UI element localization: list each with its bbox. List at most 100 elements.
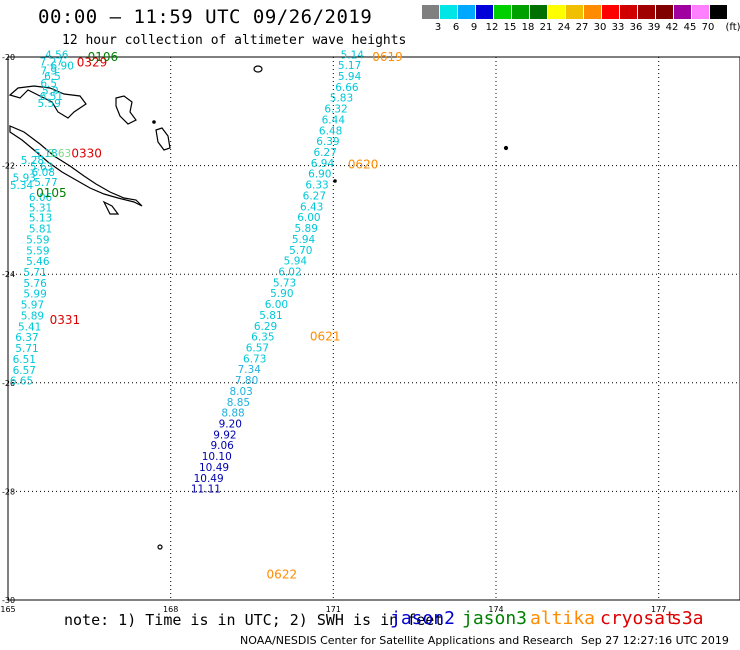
generation-timestamp: Sep 27 12:27:16 UTC 2019	[581, 634, 729, 647]
latitude-tick-label: -22	[2, 162, 15, 171]
wave-height-value: 6.32	[324, 104, 347, 116]
wave-height-value: 6.02	[278, 266, 301, 278]
scale-label: 42	[665, 22, 679, 33]
scale-swatch	[584, 5, 601, 19]
pass-time-label: 0331	[50, 313, 81, 327]
map-title: 00:00 – 11:59 UTC 09/26/2019	[38, 6, 373, 28]
wave-height-value: 5.90	[270, 288, 293, 300]
wave-height-value: 5.76	[23, 278, 47, 290]
scale-swatch	[566, 5, 583, 19]
latitude-tick-label: -20	[2, 53, 15, 62]
wave-height-value: 8.85	[227, 397, 250, 409]
longitude-tick-label: 171	[326, 605, 341, 614]
wave-height-value: 6.39	[316, 136, 339, 148]
wave-height-value: 5.28	[21, 155, 44, 167]
lat-lon-grid	[8, 57, 740, 600]
coastline-islet-1	[253, 65, 263, 73]
latitude-tick-label: -30	[2, 596, 15, 605]
scale-label: 45	[683, 22, 697, 33]
wave-height-value: 8.88	[221, 408, 244, 420]
wave-height-value: 5.14	[341, 49, 365, 61]
wave-height-value: 5.94	[338, 71, 362, 83]
pass-time-label: 0620	[348, 158, 379, 172]
scale-label: 3	[434, 22, 442, 33]
coastline-island-2	[115, 95, 137, 125]
wave-height-value: 6.43	[300, 201, 323, 213]
scale-label: 18	[521, 22, 535, 33]
coastline-islet-3	[503, 145, 509, 151]
wave-height-value: 4.56	[45, 49, 69, 61]
wave-height-value: 6.48	[319, 125, 342, 137]
scale-label: 36	[629, 22, 643, 33]
wave-height-value: 5.63	[30, 162, 53, 174]
latitude-tick-label: -28	[2, 487, 15, 496]
pass-time-label: 0622	[267, 567, 298, 581]
map-subtitle: 12 hour collection of altimeter wave hei…	[62, 33, 407, 48]
wave-height-value: 5.71	[23, 267, 46, 279]
wave-height-value: 5.73	[273, 277, 296, 289]
wave-height-value: 10.49	[194, 473, 224, 485]
wave-height-value: 6.44	[322, 114, 346, 126]
wave-height-value: 6.29	[254, 321, 277, 333]
wave-height-value: 5.93	[13, 173, 36, 185]
scale-label: 70	[701, 22, 715, 33]
wave-height-value: 5.63	[48, 148, 71, 160]
scale-label: 15	[503, 22, 517, 33]
wave-height-color-scale: 3 6 9 12 15 18 21 24 27 30 33 36 39 42 45 70 (ft)	[422, 5, 740, 35]
legend-s3a: s3a	[671, 608, 704, 629]
legend-jason2: jason2	[390, 608, 456, 629]
wave-height-value: 5.94	[292, 234, 316, 246]
wave-height-value: 10.49	[199, 462, 229, 474]
coastline-island-4	[9, 125, 143, 207]
scale-label: 39	[647, 22, 661, 33]
wave-height-value: 5.81	[259, 310, 282, 322]
wave-height-value: 5.34	[10, 180, 34, 192]
wave-height-value: 5.97	[21, 300, 44, 312]
wave-height-value: 5.70	[289, 245, 312, 257]
scale-label: 24	[557, 22, 571, 33]
pass-time-label: 0330	[71, 147, 102, 161]
coastline-island-3	[155, 127, 171, 151]
scale-unit: (ft)	[725, 22, 740, 33]
wave-height-value: 7.9	[40, 66, 57, 78]
wave-height-value: 9.06	[210, 440, 234, 452]
coastline-islet-2	[157, 544, 163, 550]
wave-height-value: 5.81	[29, 224, 52, 236]
scale-swatch	[638, 5, 655, 19]
scale-label: 21	[539, 22, 553, 33]
wave-height-value: 5.18	[34, 148, 57, 160]
pass-time-label: 0105	[36, 186, 67, 200]
latitude-tick-label: -24	[2, 270, 15, 279]
scale-swatch	[440, 5, 457, 19]
scale-swatch	[620, 5, 637, 19]
wave-height-value: 6.57	[246, 343, 269, 355]
wave-height-value: 6.00	[265, 299, 288, 311]
axis-labels: 165 168 171 174 177 -20 -22 -24 -26 -28 -30	[0, 53, 666, 614]
wave-height-value: 8.03	[229, 386, 252, 398]
longitude-tick-label: 165	[0, 605, 15, 614]
wave-height-value: 5.41	[18, 321, 41, 333]
wave-height-value: 5.59	[26, 245, 49, 257]
wave-height-value: 5.94	[284, 256, 308, 268]
wave-height-value: 6.66	[335, 82, 359, 94]
pass-time-label: 0329	[77, 55, 108, 69]
scale-swatch	[602, 5, 619, 19]
coastline	[8, 65, 509, 550]
coastline-islet-5	[152, 120, 156, 124]
wave-height-value: 5.99	[23, 289, 46, 301]
wave-height-value: 6.94	[311, 158, 335, 170]
scale-swatch	[458, 5, 475, 19]
wave-height-value: 9.92	[213, 429, 236, 441]
wave-height-value: 6.5	[40, 78, 57, 90]
units-note: note: 1) Time is in UTC; 2) SWH is in fe…	[64, 611, 444, 629]
wave-height-value: 6.06	[29, 192, 53, 204]
pass-time-label: 0621	[310, 330, 341, 344]
coastline-islet-4	[333, 179, 337, 183]
wave-height-value: 6.57	[13, 365, 36, 377]
scale-swatch	[512, 5, 529, 19]
wave-height-value: 6.90	[308, 169, 331, 181]
pass-time-label: 0619	[372, 50, 403, 64]
wave-height-value: 9.20	[219, 419, 242, 431]
